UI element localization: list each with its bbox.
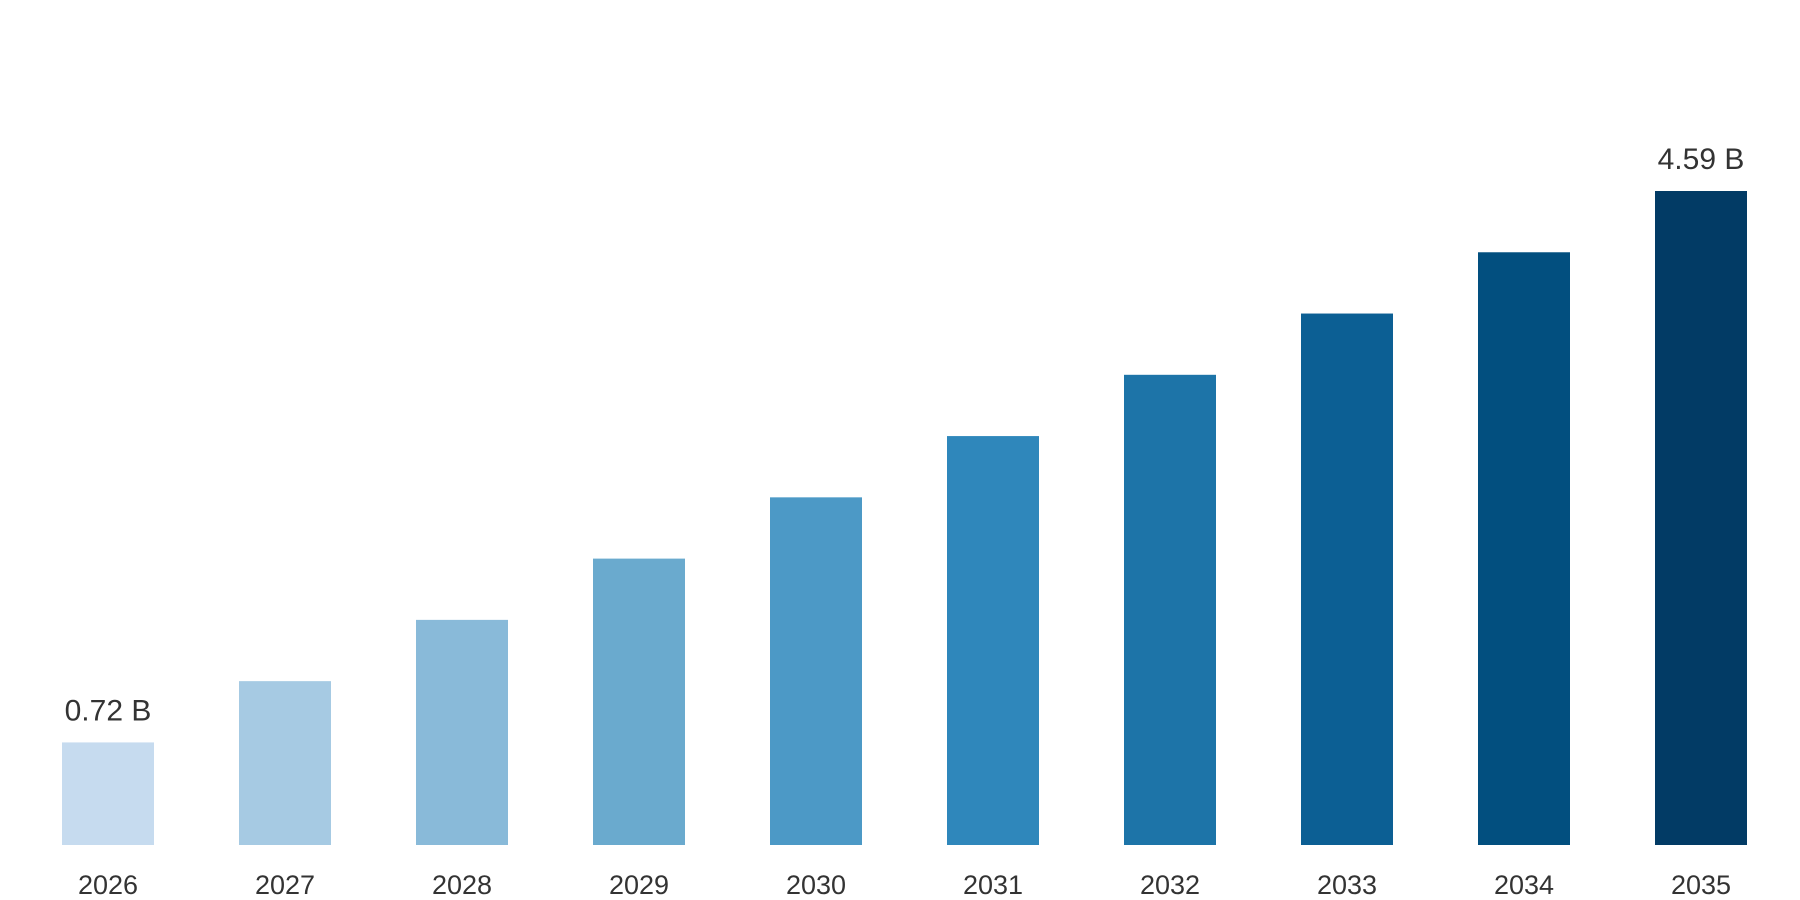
x-tick-label-2026: 2026 xyxy=(78,870,138,900)
data-label-2026: 0.72 B xyxy=(65,694,152,727)
bar-2030 xyxy=(770,497,862,845)
x-tick-label-2031: 2031 xyxy=(963,870,1023,900)
x-tick-label-2034: 2034 xyxy=(1494,870,1554,900)
x-tick-label-2029: 2029 xyxy=(609,870,669,900)
x-tick-label-2028: 2028 xyxy=(432,870,492,900)
x-tick-label-2027: 2027 xyxy=(255,870,315,900)
bar-2035 xyxy=(1655,191,1747,845)
bar-2034 xyxy=(1478,252,1570,846)
data-label-2035: 4.59 B xyxy=(1658,143,1745,176)
x-tick-label-2032: 2032 xyxy=(1140,870,1200,900)
bar-2031 xyxy=(947,436,1039,845)
bar-2032 xyxy=(1124,374,1216,845)
bar-2029 xyxy=(593,558,685,845)
bar-2027 xyxy=(239,681,331,845)
bar-2028 xyxy=(416,619,508,845)
x-tick-label-2033: 2033 xyxy=(1317,870,1377,900)
x-tick-label-2035: 2035 xyxy=(1671,870,1731,900)
x-tick-label-2030: 2030 xyxy=(786,870,846,900)
bar-2033 xyxy=(1301,313,1393,845)
bar-2026 xyxy=(62,742,154,845)
